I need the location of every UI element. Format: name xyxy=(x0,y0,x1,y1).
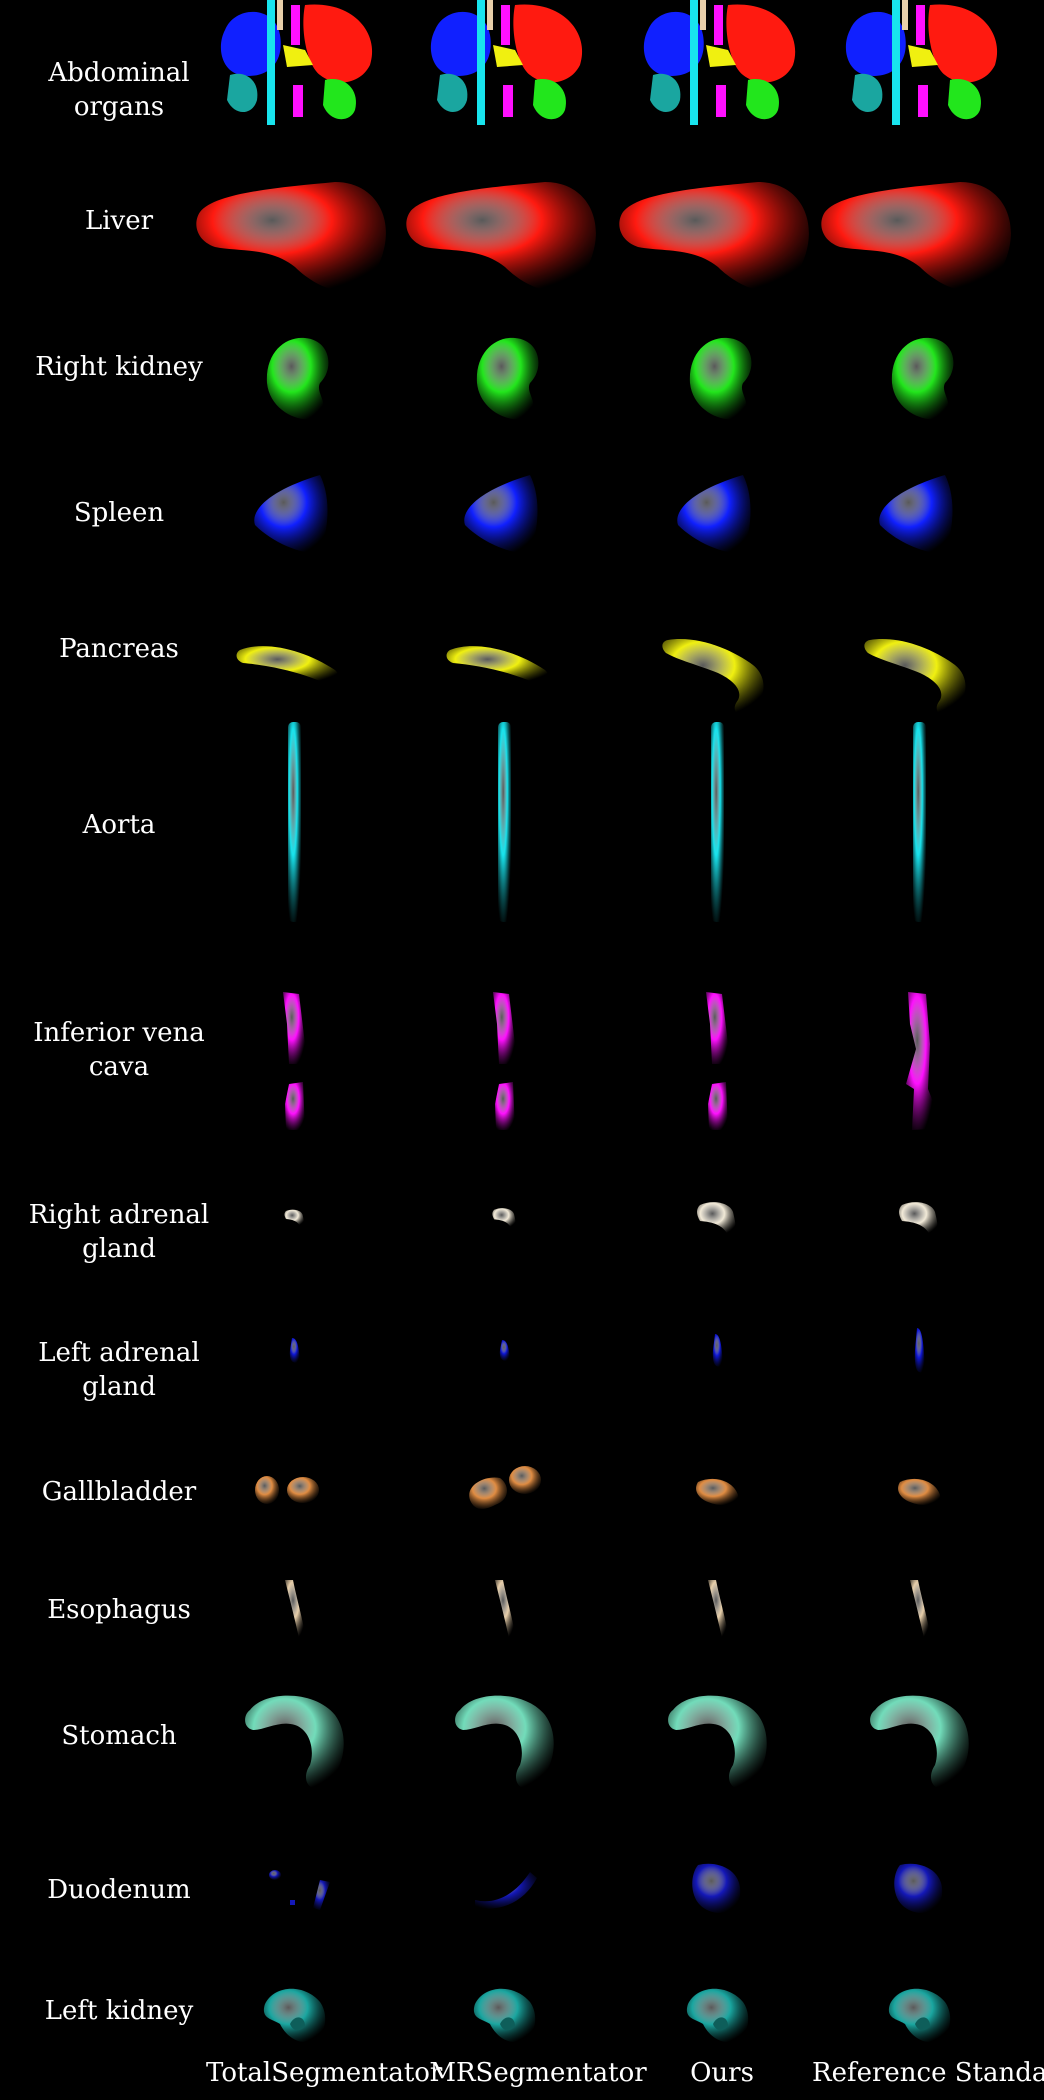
gallbladder-render-mrsegmentator xyxy=(469,1466,541,1509)
liver-render-totalsegmentator xyxy=(196,182,386,292)
row-label-right-adrenal-gland: Right adrenal gland xyxy=(28,1200,210,1264)
stomach-render-totalsegmentator xyxy=(245,1695,344,1789)
left-adrenal-gland-render-reference-standard xyxy=(914,1328,925,1373)
row-label-abdominal-organs: Abdominal organs xyxy=(48,58,190,122)
esophagus-render-reference-standard xyxy=(910,1580,930,1638)
row-label-stomach: Stomach xyxy=(61,1721,177,1751)
pancreas-render-totalsegmentator xyxy=(236,646,339,684)
pancreas-render-ours xyxy=(662,639,764,715)
esophagus-render-mrsegmentator xyxy=(495,1580,515,1638)
gallbladder-render-ours xyxy=(696,1478,739,1506)
duodenum-render-mrsegmentator xyxy=(475,1872,537,1909)
column-label-mrsegmentator: MRSegmentator xyxy=(429,2058,647,2088)
abdominal-organs-render-totalsegmentator xyxy=(220,0,373,125)
pancreas-render-reference-standard xyxy=(864,639,966,715)
row-label-esophagus: Esophagus xyxy=(47,1595,191,1625)
stomach-render-mrsegmentator xyxy=(455,1695,554,1789)
row-label-left-adrenal-gland: Left adrenal gland xyxy=(38,1338,200,1402)
duodenum-render-reference-standard xyxy=(894,1863,943,1913)
inferior-vena-cava-render-ours xyxy=(706,992,728,1130)
left-kidney-render-totalsegmentator xyxy=(263,1988,326,2043)
spleen-render-mrsegmentator xyxy=(464,475,538,554)
left-adrenal-gland-render-totalsegmentator xyxy=(289,1338,300,1363)
inferior-vena-cava-render-reference-standard xyxy=(906,992,934,1130)
column-label-totalsegmentator: TotalSegmentator xyxy=(206,2058,443,2088)
liver-render-reference-standard xyxy=(821,182,1011,292)
row-label-right-kidney: Right kidney xyxy=(35,352,203,382)
liver-render-ours xyxy=(619,182,809,292)
inferior-vena-cava-render-totalsegmentator xyxy=(283,992,305,1130)
spleen-render-reference-standard xyxy=(879,475,953,554)
row-label-duodenum: Duodenum xyxy=(47,1875,191,1905)
stomach-render-reference-standard xyxy=(870,1695,969,1789)
gallbladder-render-reference-standard xyxy=(898,1478,941,1506)
column-label-ours: Ours xyxy=(690,2058,754,2088)
right-adrenal-gland-render-mrsegmentator xyxy=(492,1208,516,1228)
abdominal-organs-render-reference-standard xyxy=(845,0,998,125)
right-adrenal-gland-render-totalsegmentator xyxy=(284,1209,304,1226)
liver-render-mrsegmentator xyxy=(406,182,596,292)
row-label-inferior-vena-cava: Inferior vena cava xyxy=(33,1018,205,1082)
aorta-render-mrsegmentator xyxy=(498,722,511,922)
row-label-aorta: Aorta xyxy=(82,810,156,840)
esophagus-render-totalsegmentator xyxy=(285,1580,305,1638)
right-kidney-render-ours xyxy=(689,337,752,420)
gallbladder-render-totalsegmentator xyxy=(255,1476,319,1504)
left-adrenal-gland-render-ours xyxy=(712,1334,723,1367)
right-adrenal-gland-render-ours xyxy=(697,1202,736,1235)
left-kidney-render-mrsegmentator xyxy=(473,1988,536,2043)
row-label-left-kidney: Left kidney xyxy=(44,1996,194,2026)
abdominal-organs-render-ours xyxy=(643,0,796,125)
right-kidney-render-mrsegmentator xyxy=(476,337,539,420)
aorta-render-totalsegmentator xyxy=(288,722,301,922)
left-kidney-render-ours xyxy=(686,1988,749,2043)
duodenum-render-ours xyxy=(692,1863,741,1913)
row-label-pancreas: Pancreas xyxy=(59,634,179,664)
duodenum-render-totalsegmentator xyxy=(269,1870,330,1910)
abdominal-organs-render-mrsegmentator xyxy=(430,0,583,125)
right-kidney-render-totalsegmentator xyxy=(266,337,329,420)
spleen-render-ours xyxy=(677,475,751,554)
stomach-render-ours xyxy=(668,1695,767,1789)
aorta-render-ours xyxy=(711,722,724,922)
inferior-vena-cava-render-mrsegmentator xyxy=(493,992,515,1130)
aorta-render-reference-standard xyxy=(913,722,926,922)
right-kidney-render-reference-standard xyxy=(891,337,954,420)
row-label-spleen: Spleen xyxy=(73,498,165,528)
row-label-liver: Liver xyxy=(84,206,154,236)
row-label-gallbladder: Gallbladder xyxy=(41,1477,197,1507)
esophagus-render-ours xyxy=(708,1580,728,1638)
left-adrenal-gland-render-mrsegmentator xyxy=(499,1340,510,1361)
column-label-reference-standard: Reference Standard xyxy=(812,2058,1044,2088)
left-kidney-render-reference-standard xyxy=(888,1988,951,2043)
pancreas-render-mrsegmentator xyxy=(446,646,549,684)
right-adrenal-gland-render-reference-standard xyxy=(899,1202,938,1235)
spleen-render-totalsegmentator xyxy=(254,475,328,554)
